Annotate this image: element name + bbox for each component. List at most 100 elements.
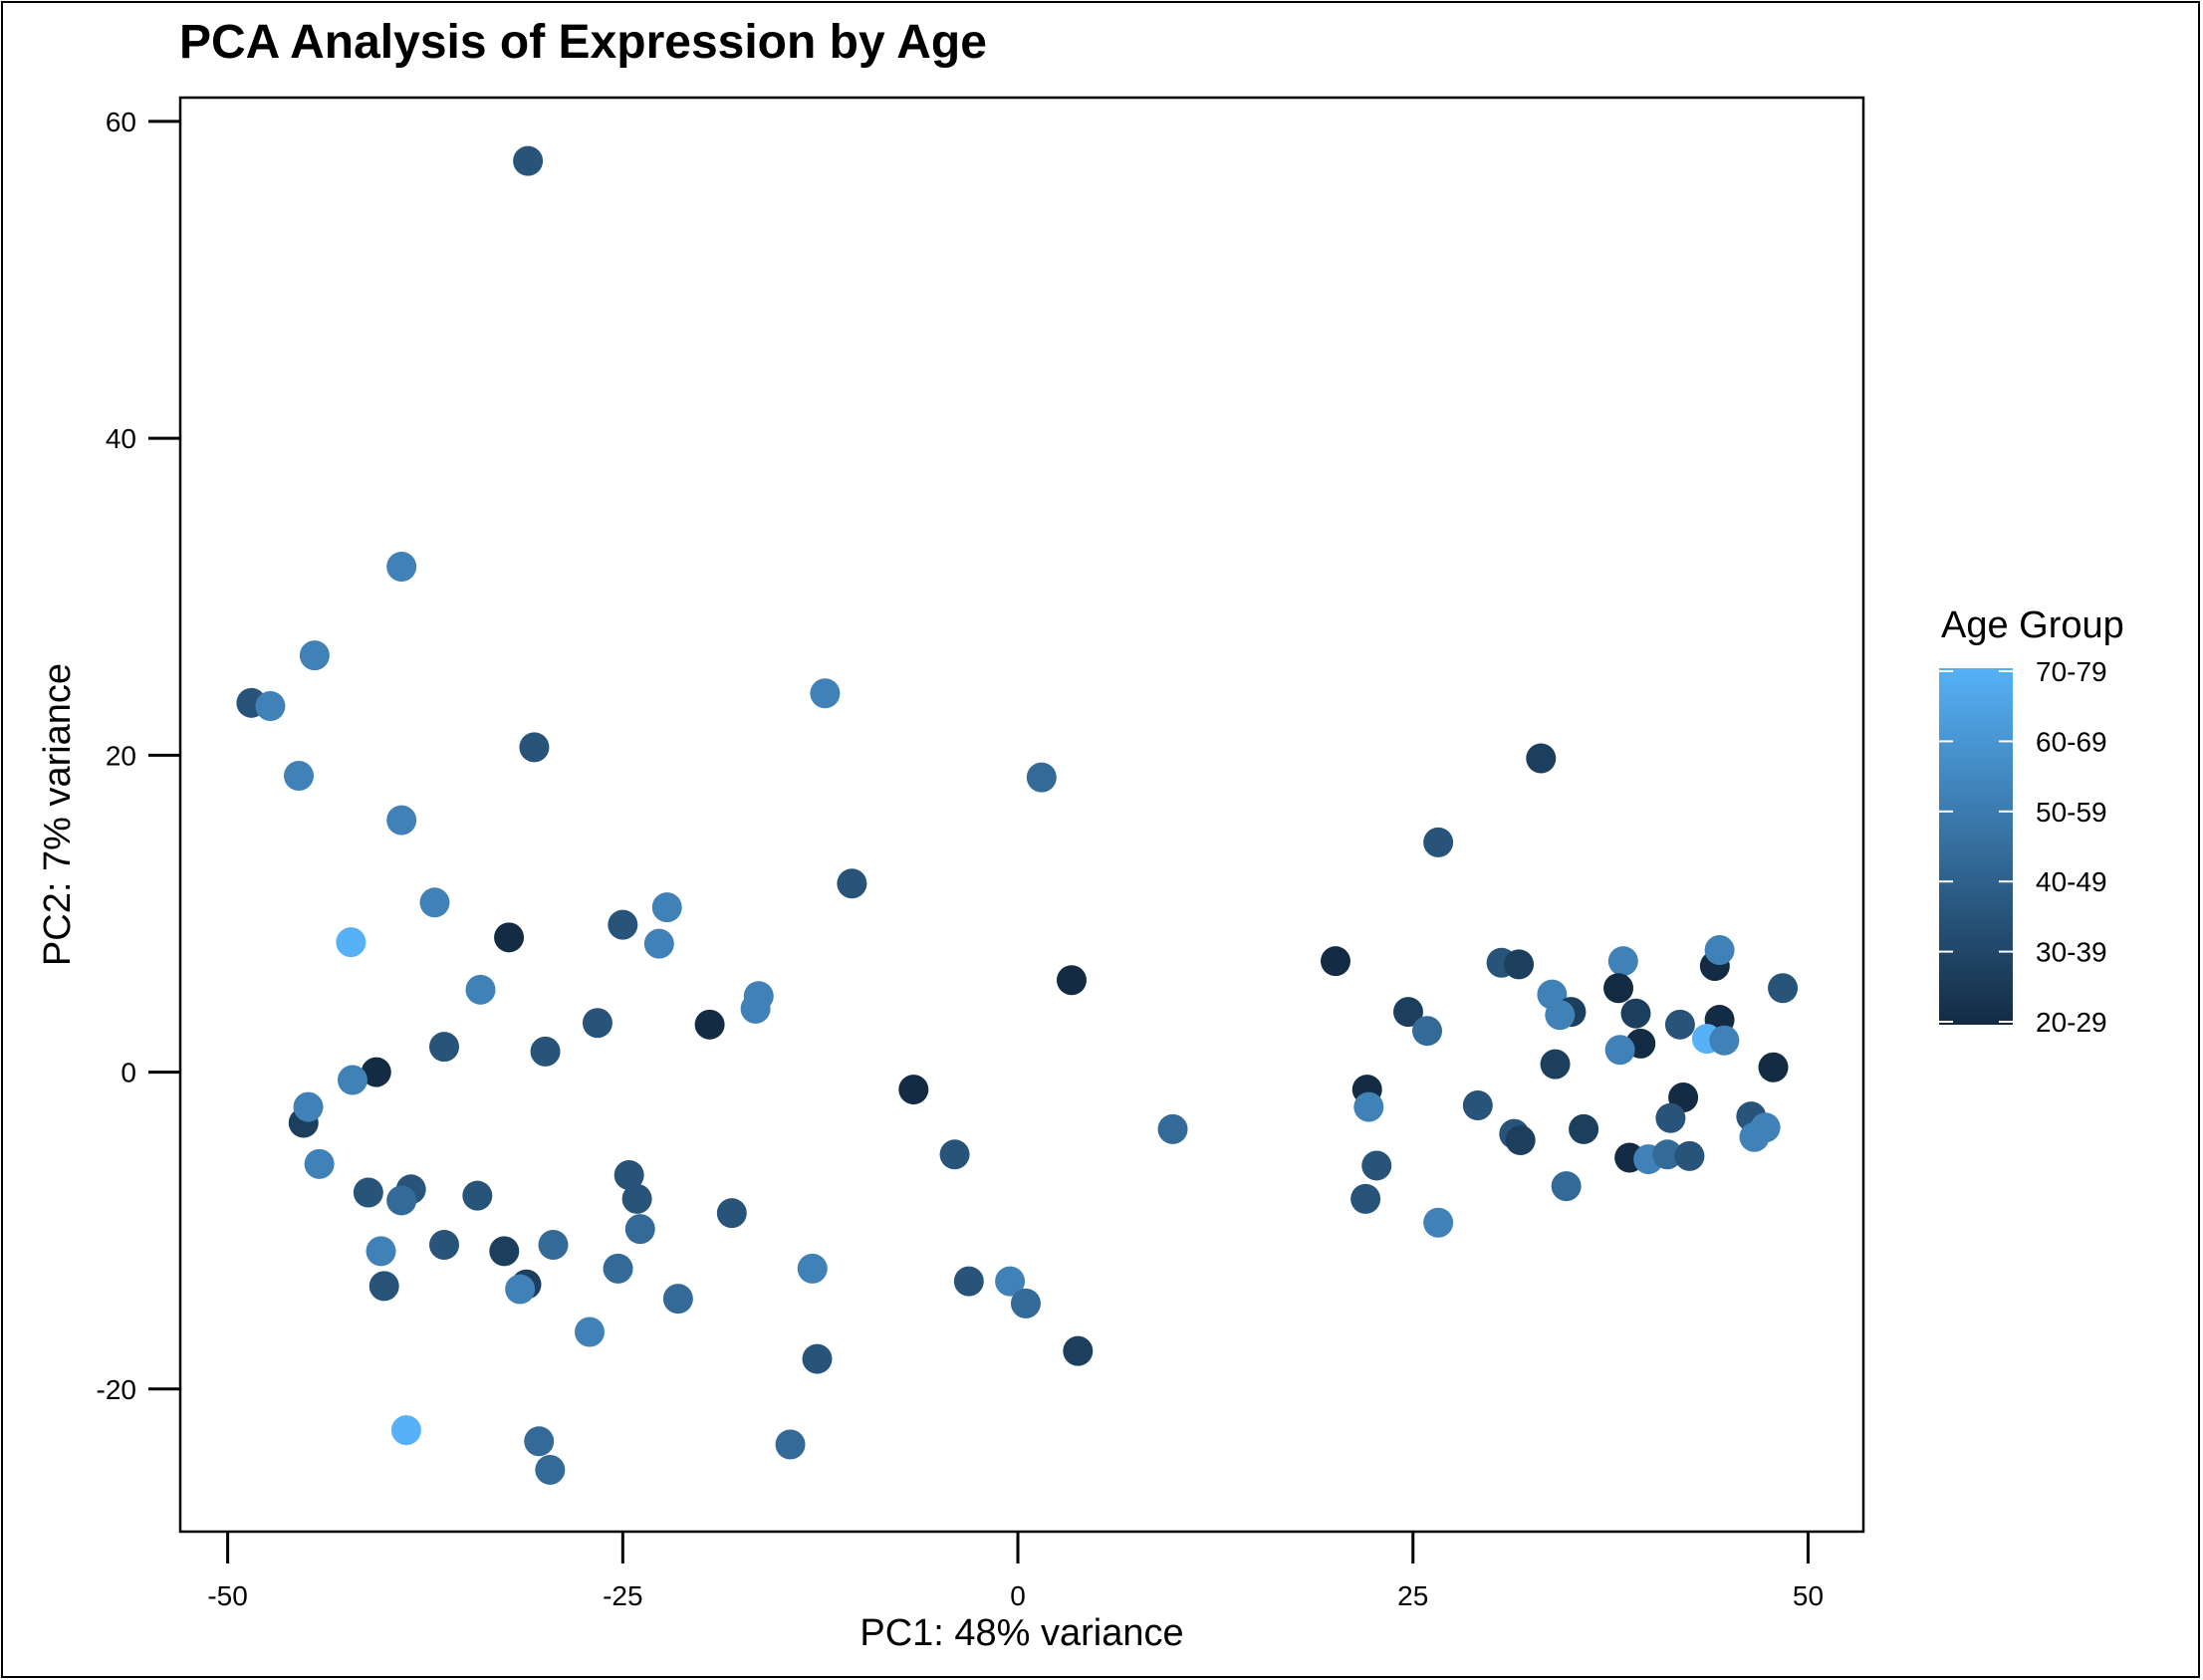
data-point — [694, 1009, 725, 1040]
data-point — [1423, 1207, 1454, 1238]
data-point — [1652, 1139, 1683, 1170]
data-point — [995, 1266, 1026, 1297]
data-point — [1392, 997, 1423, 1028]
data-point — [1157, 1113, 1188, 1144]
data-point — [1551, 1171, 1582, 1202]
data-point — [1758, 1052, 1789, 1082]
data-point — [538, 1230, 569, 1260]
legend-label: 20-29 — [2036, 1007, 2107, 1038]
data-point — [582, 1008, 612, 1039]
data-point — [1655, 1102, 1686, 1133]
data-point — [419, 887, 450, 918]
data-point — [613, 1159, 644, 1190]
data-point — [1664, 1009, 1695, 1040]
legend-label: 30-39 — [2036, 937, 2107, 968]
x-tick-label: -25 — [603, 1580, 642, 1611]
data-point — [386, 1185, 417, 1216]
data-point — [651, 892, 682, 923]
data-point — [1063, 1335, 1094, 1366]
data-point — [489, 1236, 520, 1267]
y-tick-label: -20 — [97, 1374, 136, 1405]
data-point — [621, 1183, 652, 1214]
data-point — [1423, 827, 1454, 857]
data-point — [775, 1429, 806, 1460]
x-axis-title: PC1: 48% variance — [859, 1612, 1183, 1654]
data-point — [1620, 998, 1651, 1029]
data-point — [939, 1139, 970, 1170]
data-point — [513, 145, 544, 176]
data-point — [462, 1180, 493, 1211]
data-point — [368, 1271, 399, 1302]
data-point — [953, 1266, 984, 1297]
data-point — [1353, 1091, 1384, 1122]
data-point — [898, 1075, 929, 1105]
data-point — [429, 1032, 460, 1063]
data-point — [643, 928, 674, 959]
data-point — [1704, 935, 1735, 966]
data-point — [810, 678, 841, 709]
legend: Age Group 70-79 60-69 50-59 40-49 30-39 20-29 — [1939, 604, 2124, 1038]
data-point — [386, 805, 417, 836]
data-point — [1412, 1016, 1443, 1047]
data-point — [716, 1198, 747, 1229]
data-point — [837, 868, 867, 899]
data-point — [336, 927, 367, 958]
data-point — [797, 1253, 828, 1284]
data-point — [1603, 973, 1634, 1004]
x-tick-label: 0 — [1010, 1580, 1026, 1611]
chart-title: PCA Analysis of Expression by Age — [179, 16, 987, 69]
data-point — [390, 1415, 421, 1446]
legend-title: Age Group — [1941, 604, 2124, 646]
data-point — [299, 640, 330, 671]
data-point — [603, 1253, 633, 1284]
data-point — [304, 1148, 335, 1179]
data-point — [1709, 1025, 1740, 1056]
legend-label: 60-69 — [2036, 726, 2107, 757]
data-point — [1545, 1000, 1576, 1031]
legend-colorbar — [1939, 668, 2013, 1025]
data-point — [524, 1426, 555, 1457]
data-point — [1350, 1183, 1381, 1214]
data-point — [608, 909, 638, 940]
legend-label: 50-59 — [2036, 797, 2107, 828]
data-point — [530, 1036, 561, 1067]
data-point — [429, 1230, 460, 1260]
data-point — [535, 1454, 566, 1485]
data-point — [337, 1065, 367, 1095]
x-tick-label: 25 — [1397, 1580, 1428, 1611]
data-point — [1056, 965, 1087, 996]
data-point — [662, 1284, 693, 1315]
data-point — [1604, 1035, 1635, 1066]
data-point — [366, 1236, 396, 1267]
legend-label: 70-79 — [2036, 656, 2107, 687]
x-tick-label: -50 — [207, 1580, 247, 1611]
data-point — [361, 1057, 391, 1087]
data-point — [1569, 1113, 1599, 1144]
data-point — [293, 1091, 324, 1122]
data-point — [574, 1317, 605, 1347]
y-tick-label: 40 — [106, 423, 136, 454]
data-point — [1768, 973, 1799, 1004]
data-point — [494, 922, 525, 953]
y-tick-label: 0 — [121, 1058, 136, 1088]
data-point — [740, 993, 771, 1024]
x-axis: -50 -25 0 25 50 — [207, 1532, 1824, 1611]
data-point — [519, 732, 550, 763]
data-point — [505, 1274, 536, 1305]
y-tick-label: 60 — [106, 107, 136, 137]
data-point — [1361, 1150, 1392, 1181]
data-point — [1010, 1288, 1041, 1319]
data-point — [284, 761, 315, 792]
data-point — [1504, 949, 1535, 980]
data-point — [465, 974, 496, 1005]
data-points — [236, 145, 1799, 1485]
data-point — [386, 551, 417, 582]
data-point — [1462, 1089, 1493, 1120]
data-point — [1607, 946, 1638, 977]
data-point — [255, 691, 286, 722]
data-point — [624, 1214, 655, 1245]
data-point — [1540, 1049, 1571, 1080]
x-tick-label: 50 — [1793, 1580, 1824, 1611]
data-point — [1026, 762, 1057, 793]
